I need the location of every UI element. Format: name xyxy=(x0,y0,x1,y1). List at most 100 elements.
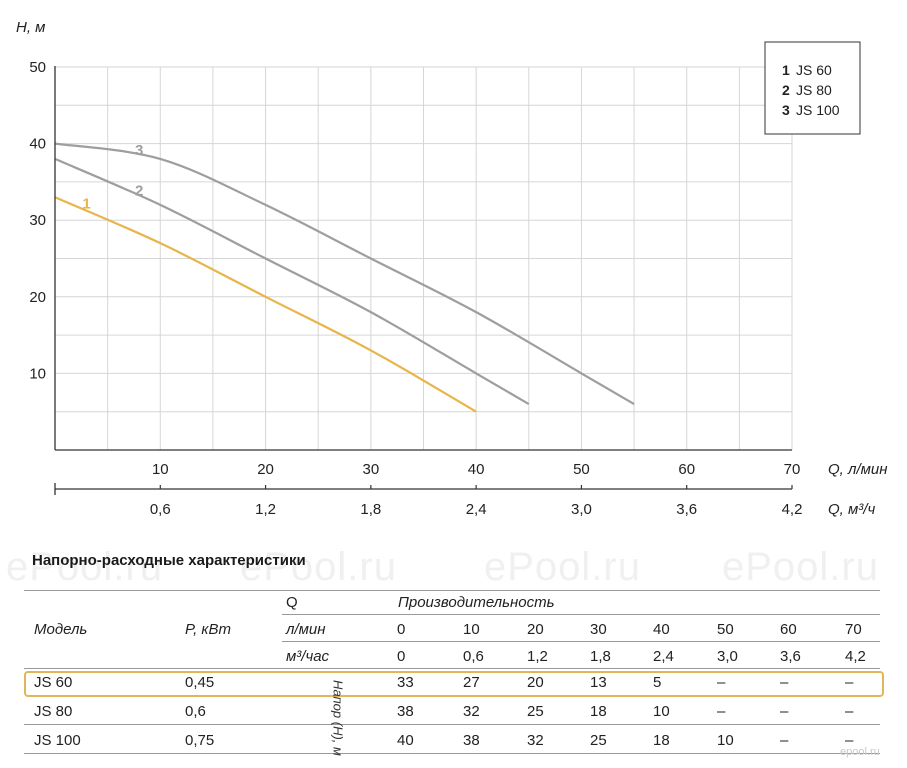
m3h-value: 3,0 xyxy=(717,648,738,665)
x2-tick-label: 3,0 xyxy=(571,501,592,518)
head-value-cell: – xyxy=(780,674,789,691)
model-cell: JS 80 xyxy=(34,703,73,720)
model-cell: JS 60 xyxy=(34,674,73,691)
y-tick-label: 10 xyxy=(29,365,46,382)
x-tick-label: 40 xyxy=(468,461,485,478)
col-power-header: P, кВт xyxy=(185,621,231,638)
head-value-cell: 18 xyxy=(653,732,670,749)
head-value-cell: 33 xyxy=(397,674,414,691)
y-tick-label: 50 xyxy=(29,59,46,76)
legend-box xyxy=(764,41,861,135)
power-cell: 0,45 xyxy=(185,674,215,691)
table-divider xyxy=(282,614,880,615)
power-cell: 0,6 xyxy=(185,703,206,720)
table-title: Напорно-расходные характеристики xyxy=(32,552,306,569)
highlight-js60-row xyxy=(24,671,884,697)
x-tick-label: 30 xyxy=(363,461,380,478)
x2-tick-label: 2,4 xyxy=(466,501,487,518)
chart-curves: 1 2 3 xyxy=(54,142,635,413)
x-tick-label: 70 xyxy=(784,461,801,478)
legend-number: 2 xyxy=(782,82,790,98)
x2-tick-label: 1,2 xyxy=(255,501,276,518)
x2-tick-label: 0,6 xyxy=(150,501,171,518)
q-label: Q xyxy=(286,594,298,611)
lmin-value: 20 xyxy=(527,621,544,638)
head-value-cell: 13 xyxy=(590,674,607,691)
table-divider xyxy=(24,590,880,591)
head-value-cell: – xyxy=(845,732,854,749)
table-divider xyxy=(24,668,880,669)
x-tick-label: 50 xyxy=(573,461,590,478)
y-tick-label: 40 xyxy=(29,136,46,153)
head-value-cell: – xyxy=(717,674,726,691)
head-value-cell: – xyxy=(845,674,854,691)
head-value-cell: 25 xyxy=(527,703,544,720)
chart-grid xyxy=(55,66,793,450)
model-cell: JS 100 xyxy=(34,732,81,749)
head-value-cell: 10 xyxy=(717,732,734,749)
head-value-cell: 20 xyxy=(527,674,544,691)
chart-legend: 1 JS 60 2 JS 80 3 JS 100 xyxy=(764,41,861,135)
head-value-cell: 40 xyxy=(397,732,414,749)
power-cell: 0,75 xyxy=(185,732,215,749)
y-axis-title: H, м xyxy=(16,19,45,36)
m3h-value: 0,6 xyxy=(463,648,484,665)
lmin-value: 60 xyxy=(780,621,797,638)
x2-tick-label: 4,2 xyxy=(782,501,803,518)
table-divider xyxy=(24,724,880,725)
x2-tick-label: 3,6 xyxy=(676,501,697,518)
head-value-cell: 18 xyxy=(590,703,607,720)
head-value-cell: – xyxy=(717,703,726,720)
curve-js-100 xyxy=(54,142,635,405)
head-value-cell: – xyxy=(845,703,854,720)
lmin-value: 40 xyxy=(653,621,670,638)
m3h-value: 1,2 xyxy=(527,648,548,665)
y-tick-label: 30 xyxy=(29,212,46,229)
m3h-value: 2,4 xyxy=(653,648,674,665)
head-value-cell: 25 xyxy=(590,732,607,749)
m3h-value: 3,6 xyxy=(780,648,801,665)
throughput-label: Производительность xyxy=(398,594,555,611)
pump-curve-chart: 1 2 3 10 20 30 40 50 10 20 30 40 50 60 70 0,6 1,2 1,8 2,4… xyxy=(16,19,888,518)
head-value-cell: 38 xyxy=(397,703,414,720)
head-value-cell: 10 xyxy=(653,703,670,720)
watermark: ePool.ru xyxy=(722,545,879,589)
footer-logo: epool.ru xyxy=(840,746,880,758)
m3h-value: 1,8 xyxy=(590,648,611,665)
head-value-cell: 27 xyxy=(463,674,480,691)
unit-m3h: м³/час xyxy=(286,648,330,665)
x-tick-label: 10 xyxy=(152,461,169,478)
lmin-value: 0 xyxy=(397,621,406,638)
table-divider xyxy=(282,641,880,642)
lmin-value: 50 xyxy=(717,621,734,638)
curve-js-80 xyxy=(54,157,530,405)
head-value-cell: 5 xyxy=(653,674,662,691)
legend-number: 1 xyxy=(782,62,790,78)
watermark: ePool.ru xyxy=(484,545,641,589)
head-value-cell: 38 xyxy=(463,732,480,749)
head-value-cell: 32 xyxy=(527,732,544,749)
legend-label: JS 80 xyxy=(796,82,832,98)
x2-tick-label: 1,8 xyxy=(360,501,381,518)
legend-number: 3 xyxy=(782,102,790,118)
x-tick-label: 20 xyxy=(257,461,274,478)
table-divider xyxy=(24,753,880,754)
x2-axis-title: Q, м³/ч xyxy=(828,501,875,518)
head-value-cell: – xyxy=(780,732,789,749)
curve-number-label: 1 xyxy=(82,196,90,213)
m3h-value: 4,2 xyxy=(845,648,866,665)
chart-axes: 10 20 30 40 50 10 20 30 40 50 60 70 0,6 1,2 1,8 2,4 3,0 3… xyxy=(16,19,888,518)
curve-number-label: 2 xyxy=(135,183,143,200)
head-value-cell: 32 xyxy=(463,703,480,720)
curve-number-label: 3 xyxy=(135,142,143,159)
head-label: Напор (H), м xyxy=(330,680,346,756)
y-tick-label: 20 xyxy=(29,289,46,306)
x-axis-title: Q, л/мин xyxy=(828,461,888,478)
col-model-header: Модель xyxy=(34,621,88,638)
lmin-value: 70 xyxy=(845,621,862,638)
curve-js-60 xyxy=(54,196,477,413)
lmin-value: 10 xyxy=(463,621,480,638)
legend-label: JS 60 xyxy=(796,62,832,78)
m3h-value: 0 xyxy=(397,648,406,665)
head-value-cell: – xyxy=(780,703,789,720)
